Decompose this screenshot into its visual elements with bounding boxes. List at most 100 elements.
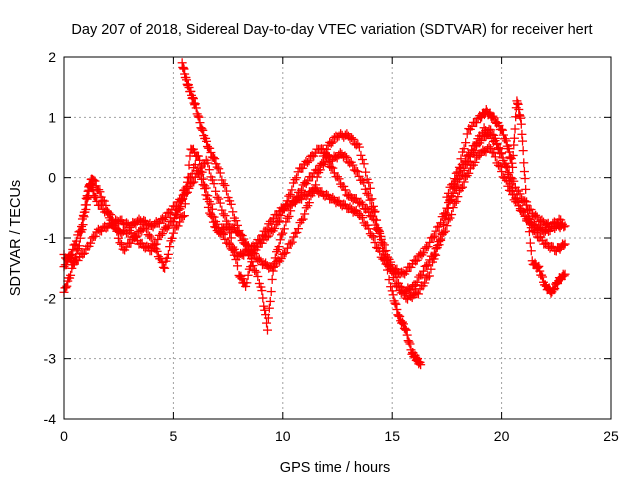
data-point xyxy=(275,235,285,245)
data-point xyxy=(500,134,510,144)
data-point xyxy=(222,186,232,196)
data-point xyxy=(447,180,457,190)
data-point xyxy=(160,263,170,273)
data-point xyxy=(518,136,528,146)
data-point xyxy=(264,303,274,313)
data-point xyxy=(164,221,174,231)
data-point xyxy=(470,141,480,151)
data-point xyxy=(312,172,322,182)
data-point xyxy=(152,246,162,256)
data-point xyxy=(72,236,82,246)
data-point xyxy=(210,154,220,164)
data-point xyxy=(145,231,155,241)
data-point xyxy=(205,143,215,153)
data-point xyxy=(212,162,222,172)
data-point xyxy=(66,270,76,280)
data-point xyxy=(373,225,383,235)
data-point xyxy=(235,272,245,282)
data-point xyxy=(223,238,233,248)
data-point xyxy=(399,289,409,299)
data-point xyxy=(518,146,528,156)
data-point xyxy=(559,240,569,250)
data-point xyxy=(107,220,117,230)
data-point xyxy=(274,216,284,226)
data-point xyxy=(490,152,500,162)
data-point xyxy=(263,313,273,323)
data-point xyxy=(361,167,371,177)
data-point xyxy=(131,232,141,242)
data-point xyxy=(378,246,388,256)
data-point xyxy=(471,139,481,149)
data-point xyxy=(393,310,403,320)
data-point xyxy=(453,192,463,202)
data-point xyxy=(309,184,319,194)
x-tick-label: 15 xyxy=(384,428,400,444)
data-point xyxy=(395,311,405,321)
series-track-5 xyxy=(442,96,570,298)
data-point xyxy=(425,237,435,247)
data-point xyxy=(112,226,122,236)
data-point xyxy=(206,148,216,158)
data-point xyxy=(447,210,457,220)
data-point xyxy=(190,99,200,109)
data-point xyxy=(250,265,260,275)
data-point xyxy=(496,149,506,159)
data-point xyxy=(206,210,216,220)
data-point xyxy=(405,339,415,349)
data-point xyxy=(287,185,297,195)
data-point xyxy=(426,264,436,274)
data-point xyxy=(125,223,135,233)
data-point xyxy=(432,243,442,253)
data-point xyxy=(265,296,275,306)
data-point xyxy=(217,175,227,185)
data-point xyxy=(501,161,511,171)
data-point xyxy=(258,293,268,303)
data-point xyxy=(356,210,366,220)
data-point xyxy=(90,231,100,241)
data-point xyxy=(348,134,358,144)
data-point xyxy=(61,283,71,293)
data-point xyxy=(448,203,458,213)
data-point xyxy=(459,177,469,187)
data-point xyxy=(456,183,466,193)
data-point xyxy=(198,174,208,184)
data-point xyxy=(450,174,460,184)
data-point xyxy=(75,226,85,236)
data-point xyxy=(191,103,201,113)
data-point xyxy=(367,231,377,241)
data-point xyxy=(559,271,569,281)
data-point xyxy=(222,216,232,226)
data-point xyxy=(257,238,267,248)
data-point xyxy=(101,223,111,233)
data-point xyxy=(99,196,109,206)
data-point xyxy=(286,206,296,216)
data-point xyxy=(442,211,452,221)
data-point xyxy=(250,249,260,259)
data-point xyxy=(322,144,332,154)
data-point xyxy=(537,270,547,280)
data-point xyxy=(220,211,230,221)
data-point xyxy=(270,261,280,271)
data-point xyxy=(526,246,536,256)
data-point xyxy=(388,273,398,283)
data-point xyxy=(368,201,378,211)
data-point xyxy=(358,155,368,165)
data-point xyxy=(498,130,508,140)
data-point xyxy=(342,152,352,162)
data-point xyxy=(232,220,242,230)
y-tick-label: -3 xyxy=(44,351,57,367)
data-point xyxy=(560,239,570,249)
data-point xyxy=(306,191,316,201)
data-point xyxy=(202,194,212,204)
data-point xyxy=(484,142,494,152)
data-point xyxy=(459,144,469,154)
data-point xyxy=(284,191,294,201)
data-point xyxy=(537,215,547,225)
data-point xyxy=(365,195,375,205)
data-point xyxy=(520,196,530,206)
data-point xyxy=(358,213,368,223)
data-point xyxy=(260,305,270,315)
data-point xyxy=(202,142,212,152)
data-point xyxy=(560,269,570,279)
